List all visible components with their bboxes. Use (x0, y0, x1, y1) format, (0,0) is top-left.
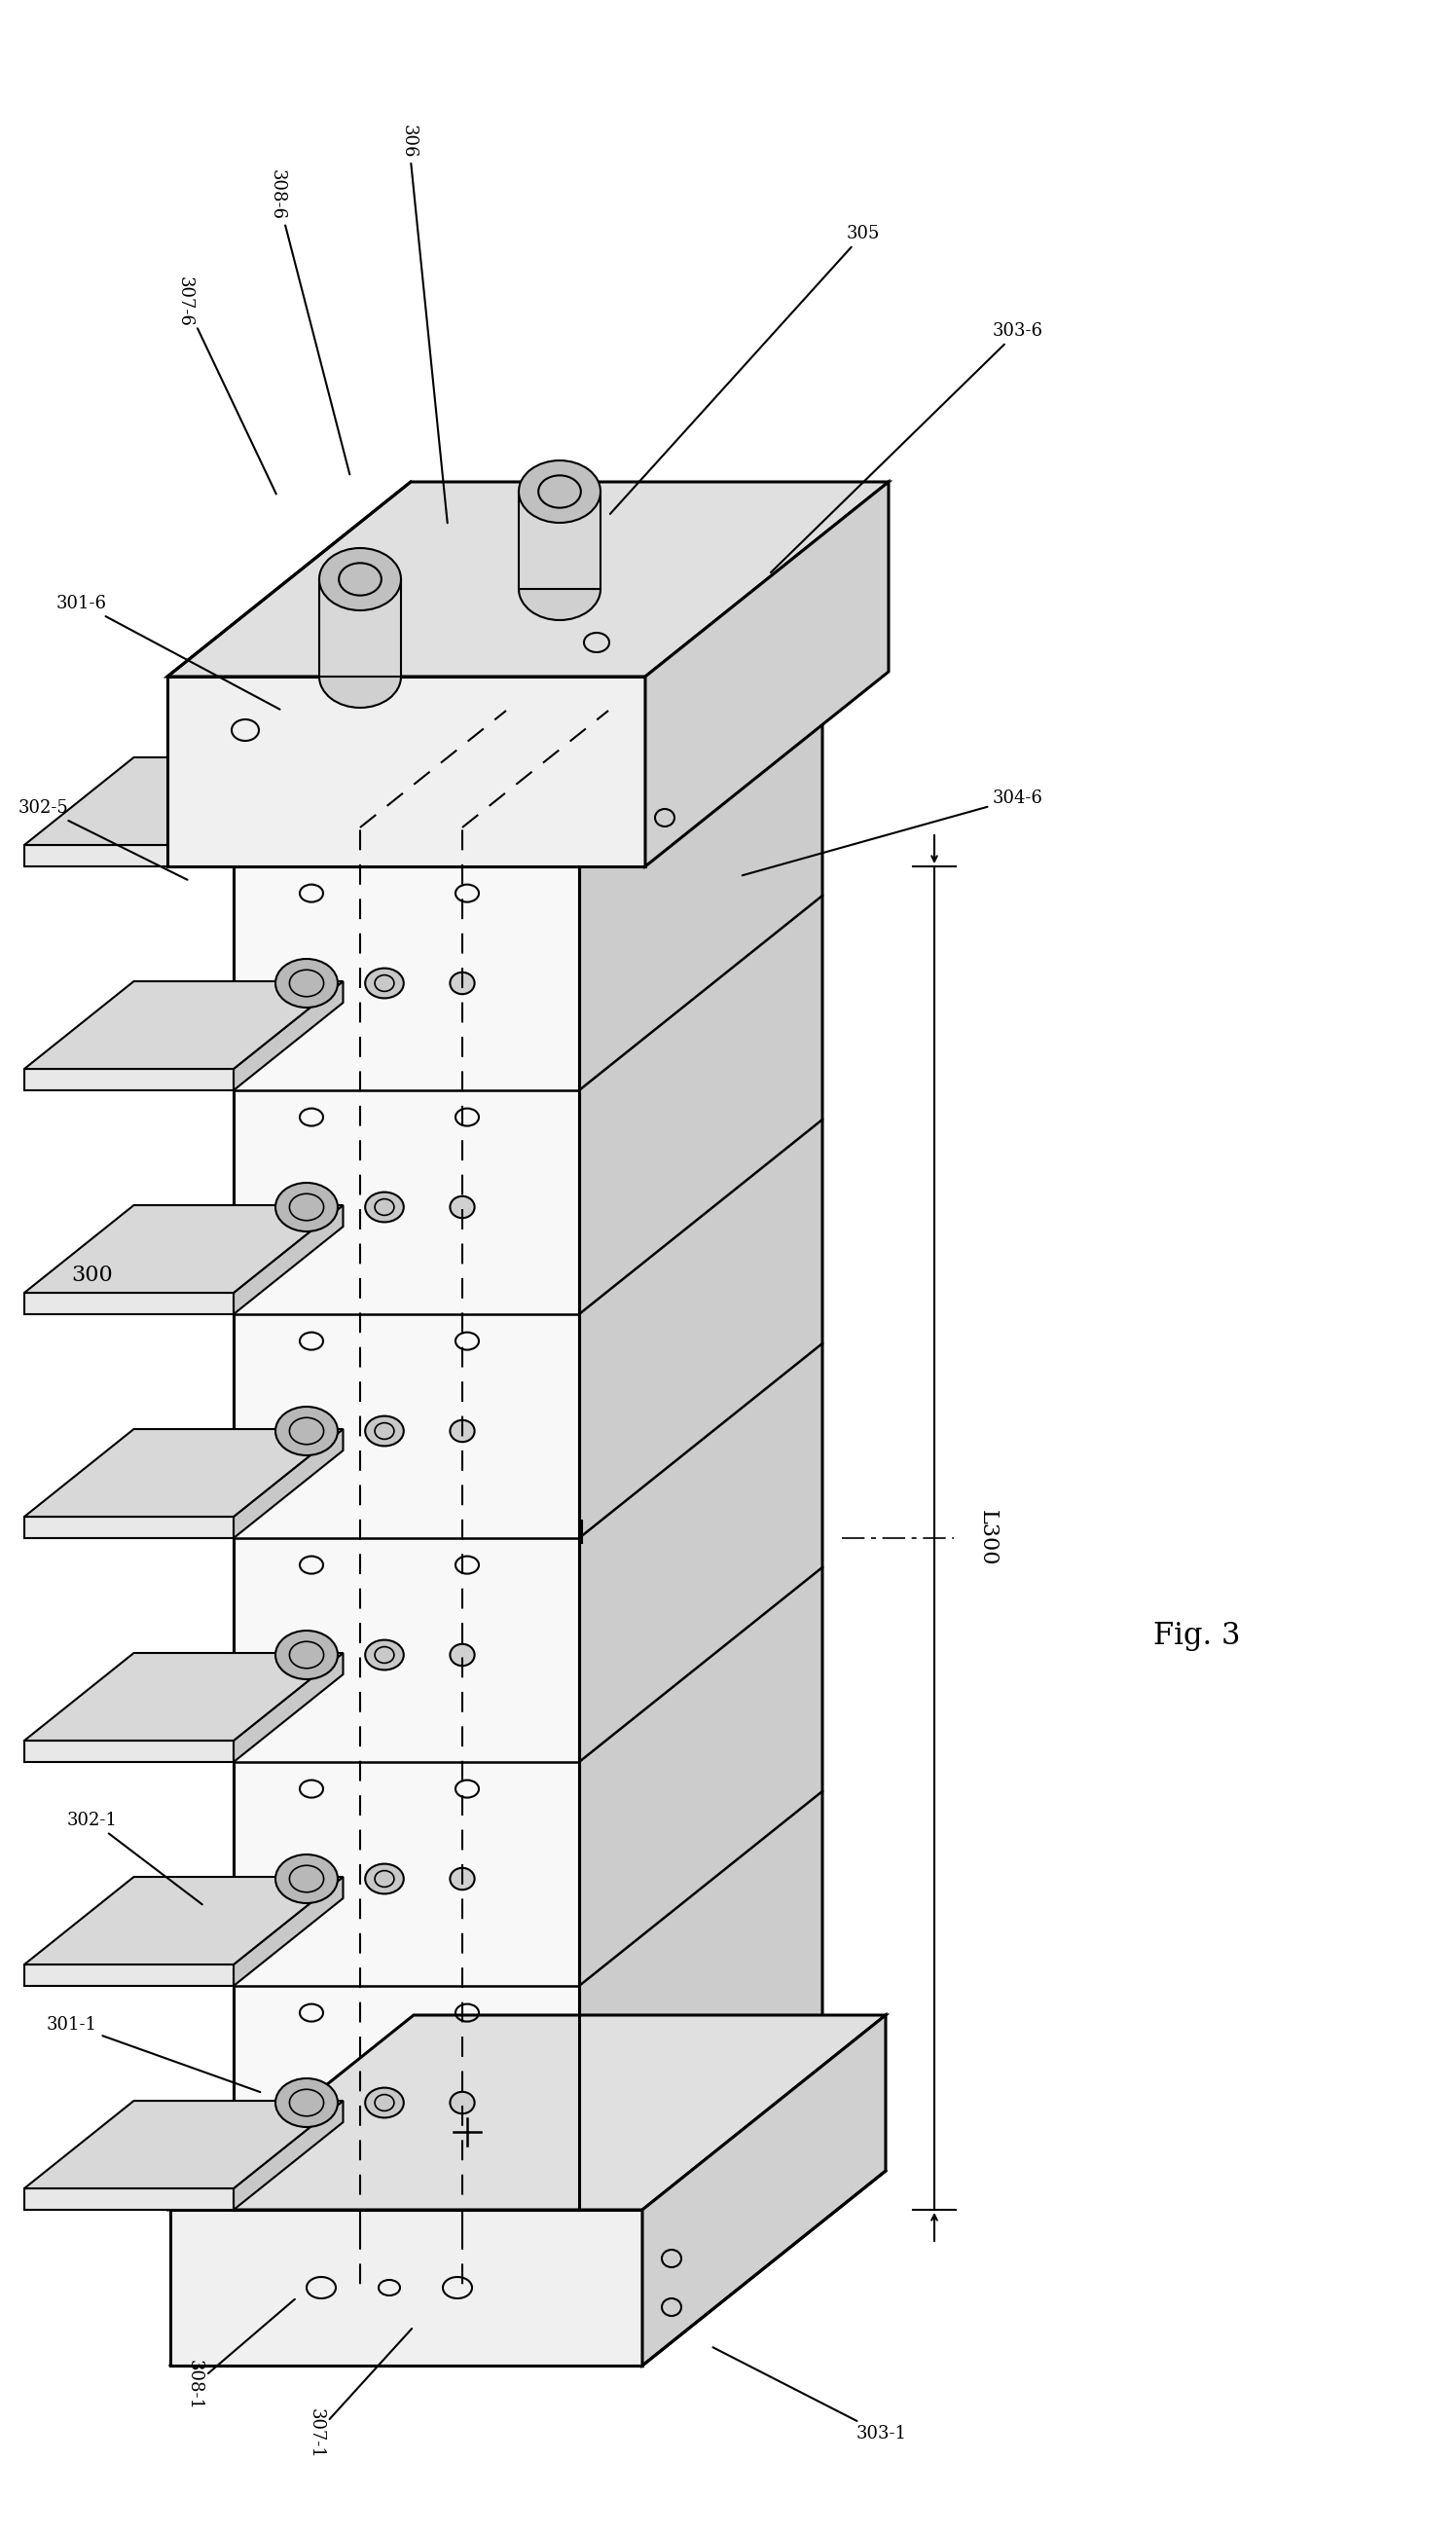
Polygon shape (645, 481, 888, 866)
Ellipse shape (275, 1183, 338, 1231)
Polygon shape (25, 2189, 233, 2209)
Polygon shape (167, 676, 645, 866)
Polygon shape (25, 2100, 344, 2189)
Polygon shape (642, 2016, 885, 2366)
Polygon shape (25, 1292, 233, 1315)
Ellipse shape (450, 2092, 475, 2113)
Text: Fig. 3: Fig. 3 (1153, 1621, 1241, 1652)
Text: 307-6: 307-6 (176, 276, 277, 494)
Polygon shape (25, 1429, 344, 1517)
Text: 303-6: 303-6 (770, 322, 1044, 572)
Text: 304-6: 304-6 (743, 790, 1042, 876)
Ellipse shape (450, 1421, 475, 1441)
Ellipse shape (275, 960, 338, 1008)
Text: 307-1: 307-1 (307, 2328, 412, 2460)
Ellipse shape (450, 1196, 475, 1218)
Polygon shape (25, 1517, 233, 1538)
Ellipse shape (275, 1631, 338, 1679)
Text: 301-1: 301-1 (47, 2016, 261, 2092)
Ellipse shape (365, 1416, 403, 1446)
Polygon shape (25, 1740, 233, 1763)
Polygon shape (233, 1877, 344, 1986)
Polygon shape (25, 1877, 344, 1966)
Ellipse shape (365, 968, 403, 998)
Polygon shape (25, 1069, 233, 1089)
Polygon shape (170, 2209, 642, 2366)
Polygon shape (319, 580, 400, 676)
Ellipse shape (450, 1644, 475, 1667)
Ellipse shape (275, 2080, 338, 2128)
Polygon shape (25, 1654, 344, 1740)
Polygon shape (25, 757, 344, 846)
Polygon shape (233, 1429, 344, 1538)
Polygon shape (233, 1654, 344, 1763)
Text: 300: 300 (71, 1264, 114, 1287)
Ellipse shape (275, 1406, 338, 1456)
Text: 308-1: 308-1 (186, 2300, 294, 2411)
Polygon shape (233, 671, 823, 866)
Text: 303-1: 303-1 (713, 2348, 907, 2442)
Ellipse shape (365, 2087, 403, 2118)
Ellipse shape (275, 1854, 338, 1902)
Text: 301-6: 301-6 (57, 595, 280, 709)
Ellipse shape (319, 547, 400, 610)
Polygon shape (25, 846, 233, 866)
Polygon shape (518, 491, 600, 590)
Ellipse shape (365, 1864, 403, 1895)
Polygon shape (233, 2100, 344, 2209)
Ellipse shape (319, 646, 400, 707)
Ellipse shape (365, 1639, 403, 1669)
Polygon shape (25, 980, 344, 1069)
Ellipse shape (365, 1193, 403, 1221)
Ellipse shape (450, 973, 475, 993)
Text: 305: 305 (610, 225, 881, 514)
Polygon shape (25, 1206, 344, 1292)
Polygon shape (233, 1206, 344, 1315)
Polygon shape (167, 481, 888, 676)
Polygon shape (233, 866, 579, 2209)
Text: 308-6: 308-6 (268, 170, 349, 474)
Text: 302-5: 302-5 (17, 800, 188, 879)
Text: 306: 306 (400, 124, 447, 522)
Polygon shape (170, 2016, 885, 2209)
Text: 302-1: 302-1 (67, 1811, 202, 1905)
Ellipse shape (450, 1867, 475, 1890)
Ellipse shape (518, 461, 600, 522)
Text: L300: L300 (977, 1510, 999, 1565)
Polygon shape (233, 980, 344, 1089)
Ellipse shape (518, 557, 600, 621)
Polygon shape (25, 1966, 233, 1986)
Polygon shape (579, 671, 823, 2209)
